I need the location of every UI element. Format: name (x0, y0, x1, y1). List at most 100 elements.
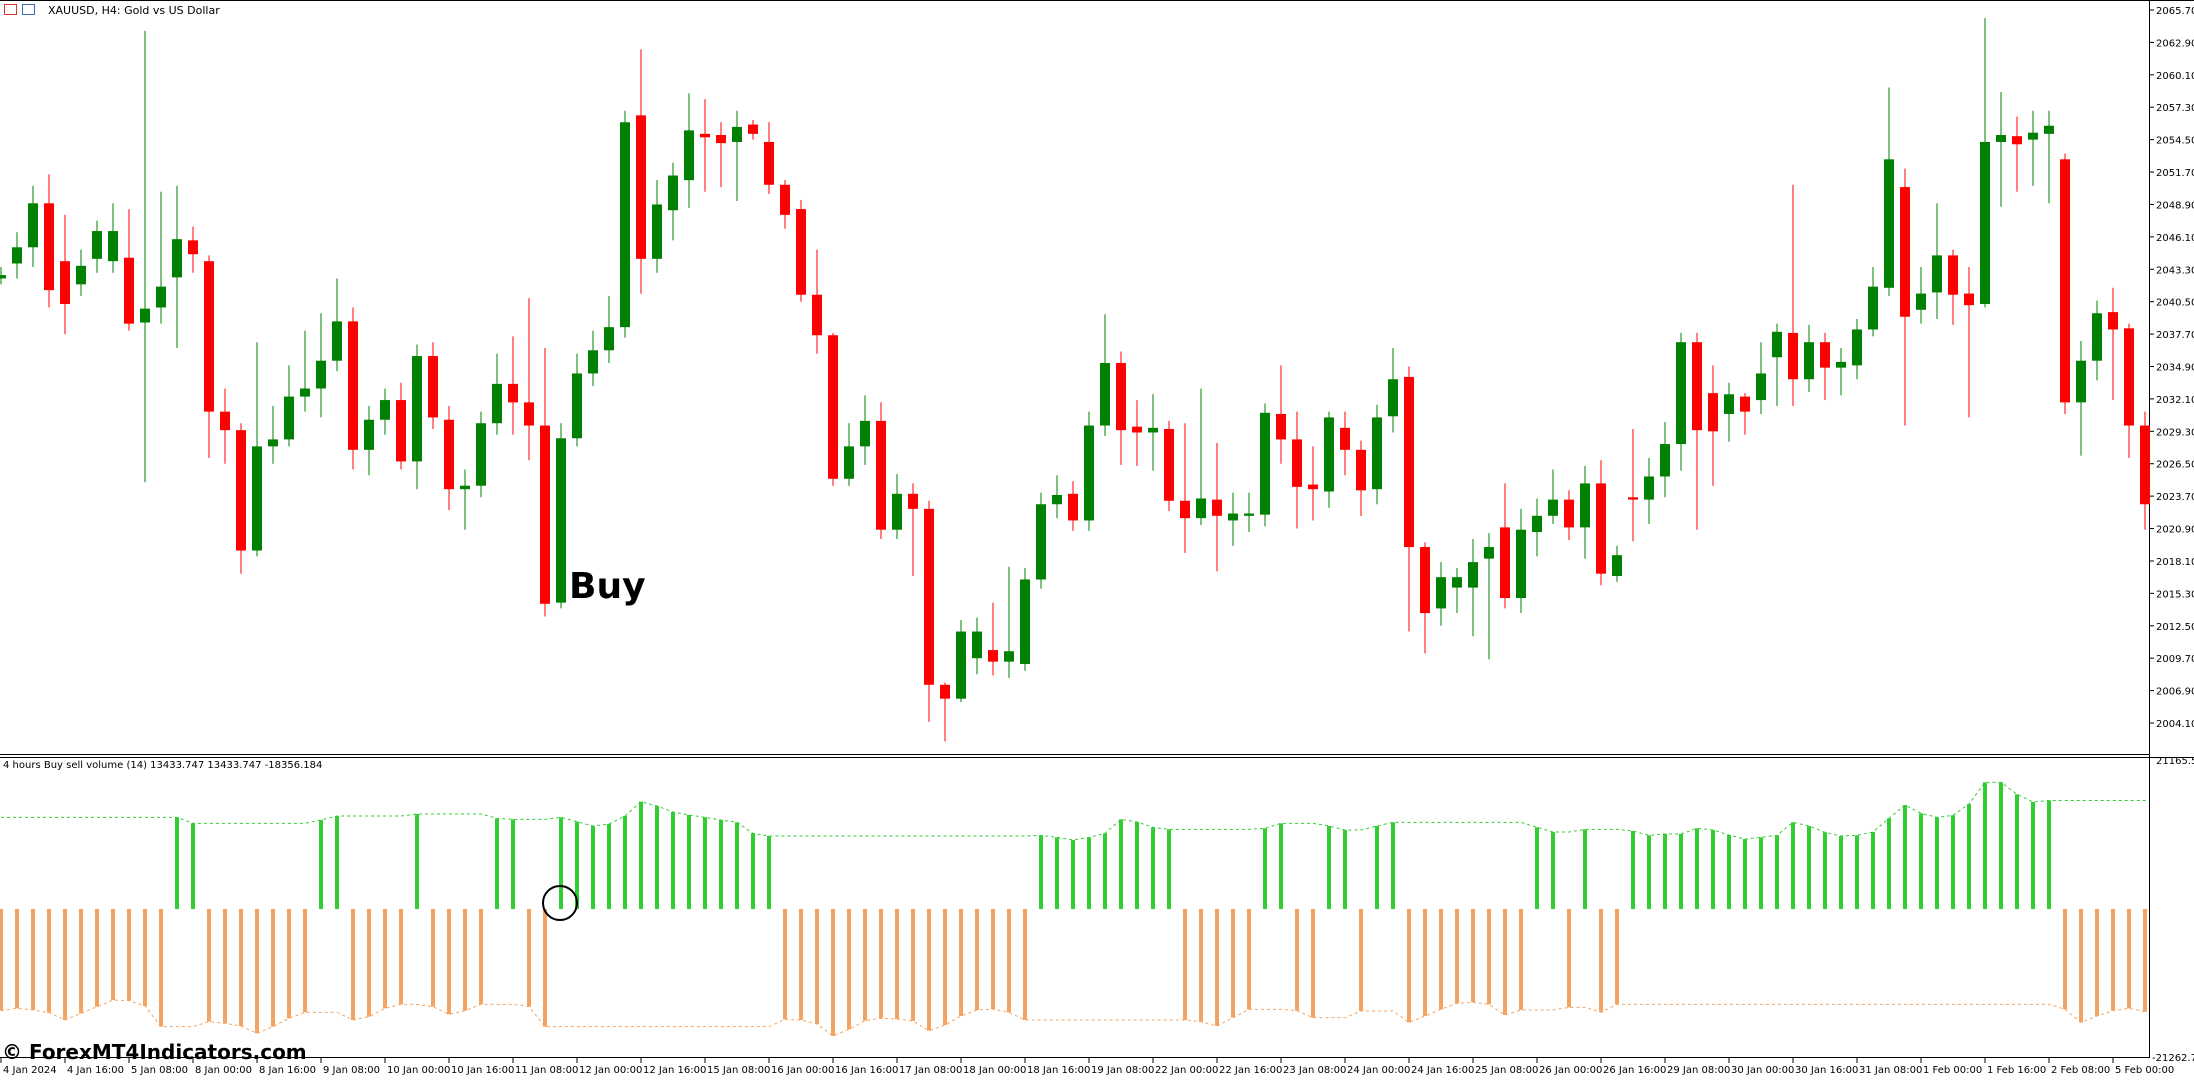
candle (1276, 365, 1286, 464)
candle-body (252, 446, 262, 551)
sell-volume-bar (975, 909, 979, 1010)
buy-volume-bar (1967, 804, 1971, 909)
sell-volume-bar (207, 909, 211, 1022)
time-label: 30 Jan 16:00 (1795, 1065, 1858, 1076)
buy-volume-bar (511, 819, 515, 909)
candle-body (12, 247, 22, 264)
buy-volume-bar (1839, 836, 1843, 909)
buy-volume-bar (1327, 826, 1331, 909)
candle (780, 180, 790, 229)
candle (1164, 420, 1174, 512)
buy-volume-bar (2015, 794, 2019, 909)
candle (1900, 168, 1910, 426)
time-label: 4 Jan 16:00 (67, 1065, 124, 1076)
buy-volume-bar (1695, 828, 1699, 909)
price-label: 2026.50 (2156, 460, 2194, 471)
candle-body (188, 240, 198, 255)
sell-volume-bar (47, 909, 51, 1013)
buy-volume-bar (2047, 800, 2051, 909)
candle-body (1372, 417, 1382, 490)
candle (1948, 249, 1958, 325)
candle (1788, 184, 1798, 406)
candle-body (332, 321, 342, 361)
time-label: 30 Jan 00:00 (1731, 1065, 1794, 1076)
candle-body (1036, 504, 1046, 580)
time-label: 26 Jan 00:00 (1539, 1065, 1602, 1076)
candle-body (1692, 342, 1702, 431)
buy-volume-bar (1791, 822, 1795, 909)
indicator-label: 4 hours Buy sell volume (14) 13433.747 1… (3, 760, 323, 771)
buy-volume-bar (559, 817, 563, 909)
candle (12, 232, 22, 279)
candle-body (1500, 527, 1510, 598)
candle-body (2140, 425, 2150, 505)
candle (428, 342, 438, 430)
candle-body (1324, 417, 1334, 492)
candle (1772, 323, 1782, 406)
candle (1356, 440, 1366, 516)
candle (1708, 365, 1718, 486)
sell-volume-bar (111, 909, 115, 1000)
candle-body (0, 275, 6, 279)
buy-volume-bar (1631, 831, 1635, 909)
candle (460, 469, 470, 530)
sell-volume-bar (79, 909, 83, 1014)
price-label: 2057.30 (2156, 103, 2194, 114)
candle-body (1740, 396, 1750, 412)
candle-body (1948, 255, 1958, 295)
candle (1068, 481, 1078, 531)
buy-volume-bar (607, 824, 611, 909)
sell-volume-bar (2111, 909, 2115, 1011)
candle (716, 122, 726, 188)
candle-body (1164, 429, 1174, 501)
candle-body (1196, 498, 1206, 519)
price-label: 2051.70 (2156, 168, 2194, 179)
candle (796, 199, 806, 302)
time-label: 16 Jan 00:00 (771, 1065, 834, 1076)
buy-volume-line (1, 781, 2148, 841)
candle (812, 249, 822, 354)
candle (1756, 342, 1766, 414)
time-label: 11 Jan 08:00 (515, 1065, 578, 1076)
candle-body (348, 321, 358, 450)
candle (1884, 87, 1894, 296)
candle-body (300, 388, 310, 397)
candle (1852, 319, 1862, 380)
candle-body (2124, 328, 2134, 426)
candle-body (124, 257, 134, 324)
price-label: 2048.90 (2156, 200, 2194, 211)
sell-volume-bar (863, 909, 867, 1021)
time-label: 17 Jan 08:00 (899, 1065, 962, 1076)
candle (524, 298, 534, 461)
candle-body (2060, 159, 2070, 403)
sell-volume-bar (2095, 909, 2099, 1016)
buy-volume-bar (1583, 829, 1587, 909)
candle-body (1100, 363, 1110, 426)
candle (0, 266, 6, 285)
candle-body (1852, 329, 1862, 366)
candle-body (764, 141, 774, 185)
candle-body (236, 430, 246, 551)
buy-volume-bar (1087, 837, 1091, 909)
candle-body (1836, 361, 1846, 368)
candle-body (988, 650, 998, 662)
candle-body (412, 356, 422, 462)
candle-body (940, 684, 950, 699)
buy-volume-bar (2031, 802, 2035, 909)
sell-volume-bar (2127, 909, 2131, 1009)
candle (1484, 533, 1494, 660)
sell-volume-bar (431, 909, 435, 1007)
price-label: 2004.10 (2156, 719, 2194, 730)
sell-volume-bar (1311, 909, 1315, 1018)
buy-volume-bar (1279, 823, 1283, 909)
price-label: 2006.90 (2156, 687, 2194, 698)
buy-volume-bar (687, 815, 691, 909)
time-label: 10 Jan 00:00 (387, 1065, 450, 1076)
sell-volume-bar (799, 909, 803, 1020)
candle-body (1388, 379, 1398, 417)
buy-volume-bar (1135, 822, 1139, 909)
candle (1692, 332, 1702, 530)
candle (2092, 300, 2102, 381)
candle-body (508, 383, 518, 403)
